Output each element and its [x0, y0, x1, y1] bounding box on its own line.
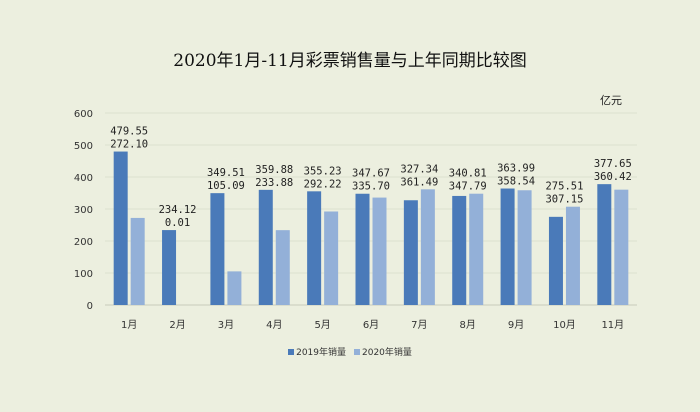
bar-2020	[130, 217, 145, 305]
data-label-2020: 292.22	[304, 178, 342, 190]
y-tick-label: 400	[74, 173, 93, 184]
bar-2020	[420, 189, 435, 305]
data-label-2019: 363.99	[497, 163, 535, 175]
bar-2020	[469, 193, 484, 305]
data-label-2019: 355.23	[304, 165, 342, 177]
legend: 2019年销量 2020年销量	[0, 345, 700, 358]
bar-2020	[614, 189, 629, 305]
data-label-2020: 347.79	[449, 181, 487, 193]
bar-2020	[372, 197, 387, 305]
bar-2019	[548, 216, 563, 305]
bar-2019	[113, 151, 128, 305]
x-tick-label: 6月	[363, 319, 379, 331]
y-tick-label: 500	[74, 141, 93, 152]
data-label-2019: 234.12	[159, 204, 197, 216]
data-label-2020: 361.49	[400, 176, 438, 188]
y-tick-label: 600	[74, 109, 93, 120]
x-tick-label: 7月	[411, 319, 427, 331]
bar-2019	[162, 230, 177, 305]
bar-2019	[403, 200, 418, 305]
bar-2019	[597, 184, 612, 305]
x-tick-label: 4月	[266, 319, 282, 331]
bar-2019	[307, 191, 322, 305]
data-label-2020: 360.42	[594, 171, 632, 183]
x-tick-label: 11月	[601, 319, 624, 331]
data-label-2019: 479.55	[110, 126, 148, 138]
x-tick-label: 3月	[218, 319, 234, 331]
y-tick-label: 300	[74, 205, 93, 216]
y-tick-label: 0	[87, 301, 93, 312]
bar-2019	[355, 193, 370, 305]
y-tick-label: 100	[74, 269, 93, 280]
data-label-2020: 358.54	[497, 176, 535, 188]
data-label-2019: 359.88	[255, 164, 293, 176]
data-label-2019: 327.34	[400, 163, 438, 175]
bar-2020	[517, 190, 532, 305]
x-tick-label: 2月	[169, 319, 185, 331]
bar-2019	[258, 189, 273, 305]
data-label-2019: 340.81	[449, 168, 487, 180]
data-label-2020: 0.01	[165, 217, 190, 229]
legend-item: 2019年销量	[288, 345, 346, 358]
unit-label: 亿元	[600, 94, 622, 107]
data-label-2019: 377.65	[594, 158, 632, 170]
x-tick-label: 10月	[553, 319, 576, 331]
legend-swatch	[288, 348, 295, 355]
data-label-2020: 335.70	[352, 181, 390, 193]
data-label-2020: 307.15	[545, 194, 583, 206]
bar-2019	[452, 195, 467, 305]
x-tick-label: 8月	[460, 319, 476, 331]
bar-2020	[324, 211, 339, 305]
data-label-2020: 233.88	[255, 177, 293, 189]
data-label-2019: 349.51	[207, 167, 245, 179]
bar-2020	[275, 230, 290, 305]
data-label-2020: 105.09	[207, 180, 245, 192]
chart-title: 2020年1月-11月彩票销售量与上年同期比较图	[173, 51, 527, 71]
x-tick-label: 5月	[314, 319, 330, 331]
data-label-2019: 347.67	[352, 168, 390, 180]
bar-2020	[565, 206, 580, 305]
legend-label: 2019年销量	[296, 348, 346, 358]
data-label-2019: 275.51	[545, 181, 583, 193]
x-tick-label: 9月	[508, 319, 524, 331]
bar-2019	[500, 188, 515, 305]
bar-2019	[210, 193, 225, 305]
legend-swatch	[354, 348, 360, 355]
data-label-2020: 272.10	[110, 139, 148, 151]
x-tick-label: 1月	[121, 319, 137, 331]
legend-item: 2020年销量	[354, 345, 412, 358]
legend-label: 2020年销量	[362, 348, 412, 358]
y-tick-label: 200	[74, 237, 93, 248]
bar-2020	[227, 271, 242, 305]
